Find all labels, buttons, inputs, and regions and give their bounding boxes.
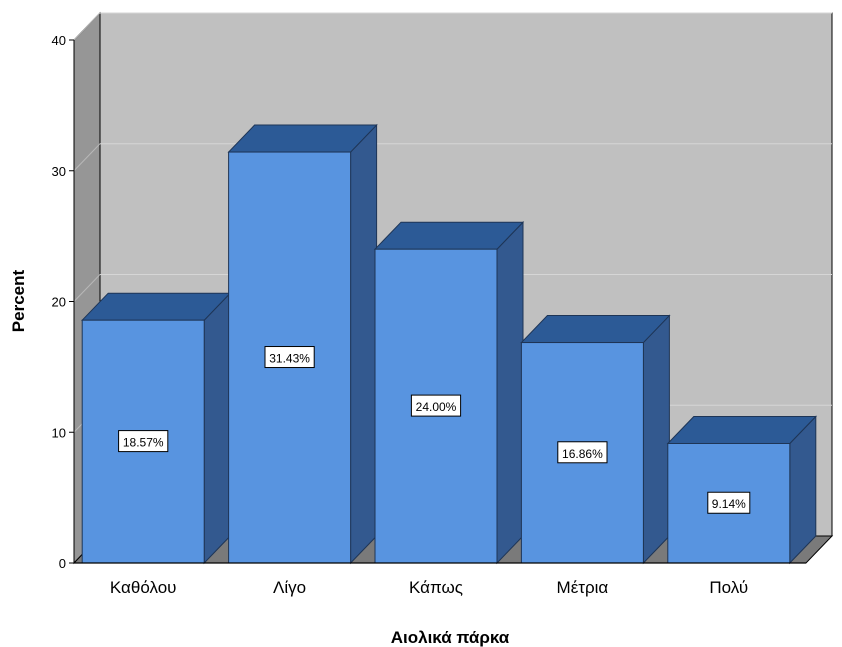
data-label-box bbox=[410, 394, 462, 417]
data-label-box bbox=[264, 346, 315, 369]
bar: 18.57% bbox=[81, 291, 232, 565]
bar: 9.14% bbox=[666, 415, 817, 565]
data-label: 31.43% bbox=[269, 352, 310, 366]
y-tick-label: 0 bbox=[59, 556, 66, 571]
bar-side bbox=[203, 291, 231, 565]
bar-top bbox=[81, 292, 232, 321]
data-label-box bbox=[707, 491, 751, 514]
bar-side bbox=[642, 314, 670, 565]
gridline-side bbox=[73, 274, 101, 302]
bar: 16.86% bbox=[520, 314, 671, 565]
gridline-side bbox=[73, 143, 101, 172]
data-label-box bbox=[557, 441, 608, 464]
bar-top bbox=[373, 221, 525, 250]
data-label: 18.57% bbox=[123, 436, 164, 450]
bar-top bbox=[666, 415, 817, 444]
x-axis-title: Αιολικά πάρκα bbox=[391, 628, 510, 647]
gridline-side bbox=[73, 12, 101, 41]
x-tick-label: Λίγο bbox=[273, 578, 306, 597]
bar-top bbox=[227, 124, 378, 153]
y-tick-label: 40 bbox=[52, 33, 66, 48]
bar-top bbox=[520, 315, 671, 344]
bar-side bbox=[350, 123, 378, 565]
x-tick-label: Καθόλου bbox=[110, 578, 177, 597]
y-tick-label: 10 bbox=[52, 425, 66, 440]
data-label: 9.14% bbox=[712, 497, 746, 511]
data-label-box bbox=[118, 430, 169, 453]
bar: 31.43% bbox=[227, 123, 378, 565]
x-tick-label: Κάπως bbox=[409, 578, 463, 597]
y-axis: 0 10 20 30 40 bbox=[52, 33, 75, 571]
bar-side bbox=[496, 220, 524, 565]
data-label: 16.86% bbox=[562, 447, 603, 461]
bar: 24.00% bbox=[373, 220, 525, 565]
y-tick-label: 20 bbox=[52, 295, 66, 310]
bars: 18.57% 31.43% 24.00% 16.86% 9.14% bbox=[81, 123, 817, 565]
y-tick-label: 30 bbox=[52, 164, 66, 179]
x-axis: Καθόλου Λίγο Κάπως Μέτρια Πολύ bbox=[74, 562, 806, 597]
y-axis-title: Percent bbox=[9, 269, 28, 332]
x-tick-label: Μέτρια bbox=[557, 578, 609, 597]
x-tick-label: Πολύ bbox=[709, 578, 748, 597]
data-label: 24.00% bbox=[416, 400, 457, 414]
